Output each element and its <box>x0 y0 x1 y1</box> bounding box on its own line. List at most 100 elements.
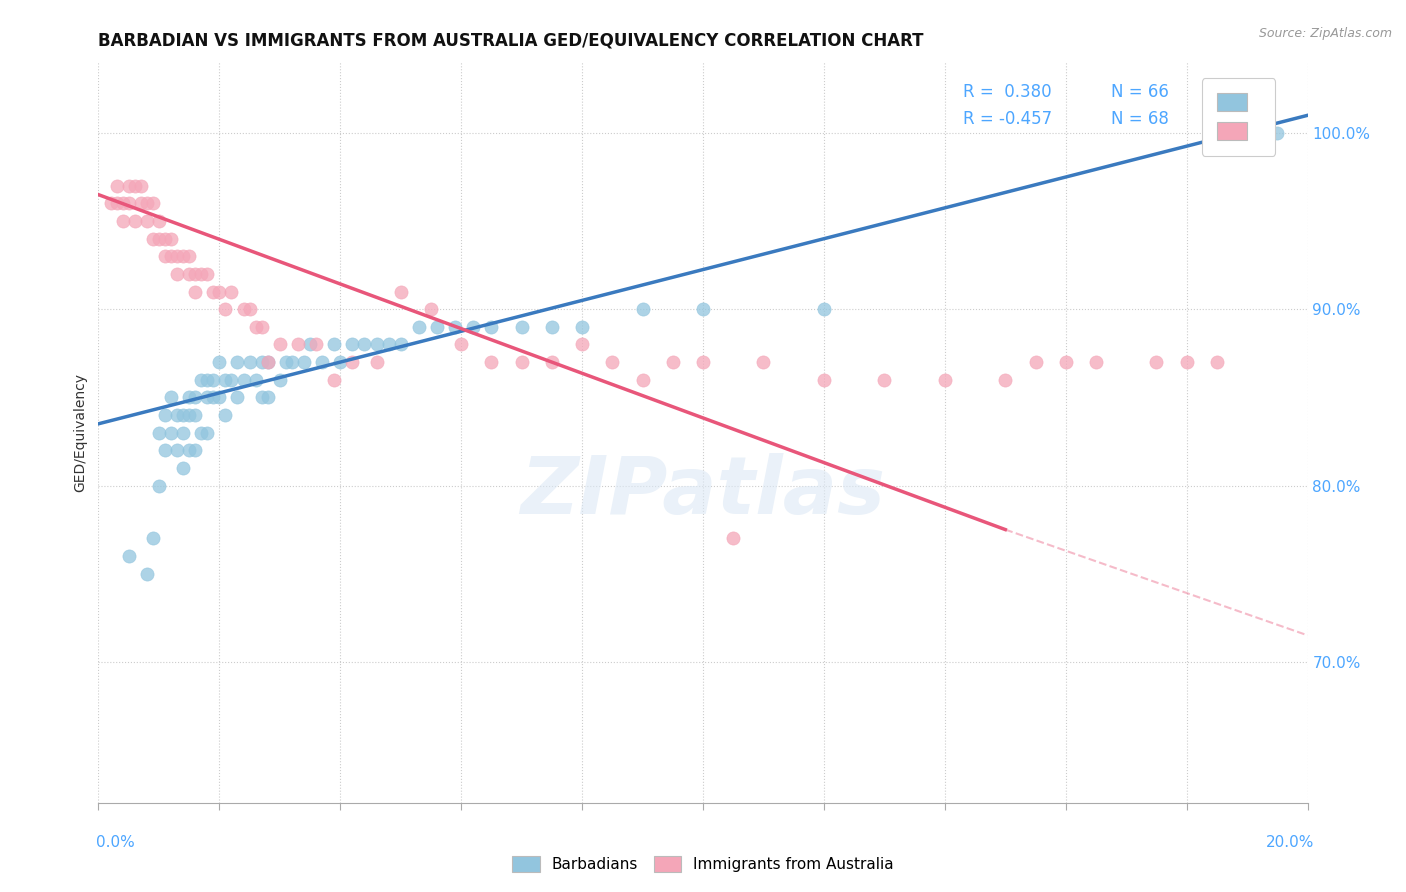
Point <box>299 337 322 351</box>
Point <box>232 373 254 387</box>
Point <box>323 337 346 351</box>
Text: BARBADIAN VS IMMIGRANTS FROM AUSTRALIA GED/EQUIVALENCY CORRELATION CHART: BARBADIAN VS IMMIGRANTS FROM AUSTRALIA G… <box>98 32 924 50</box>
Point <box>184 443 207 458</box>
Text: R =  0.380: R = 0.380 <box>963 83 1052 101</box>
Point <box>540 355 562 369</box>
Point <box>202 390 225 404</box>
Point <box>250 355 273 369</box>
Point <box>184 267 207 281</box>
Point <box>142 232 165 246</box>
Point <box>153 408 176 422</box>
Point <box>481 319 503 334</box>
Point <box>292 355 315 369</box>
Text: N = 68: N = 68 <box>1111 110 1168 128</box>
Point <box>221 373 243 387</box>
Point <box>510 319 533 334</box>
Point <box>389 337 412 351</box>
Text: 20.0%: 20.0% <box>1267 836 1315 850</box>
Point <box>1085 355 1108 369</box>
Point <box>540 319 562 334</box>
Point <box>463 319 485 334</box>
Point <box>994 373 1017 387</box>
Point <box>190 373 212 387</box>
Point <box>245 319 267 334</box>
Point <box>311 355 333 369</box>
Point <box>1054 355 1077 369</box>
Point <box>692 355 714 369</box>
Point <box>426 319 449 334</box>
Point <box>105 196 128 211</box>
Point <box>135 196 157 211</box>
Point <box>420 302 443 317</box>
Point <box>450 337 472 351</box>
Text: N = 66: N = 66 <box>1111 83 1168 101</box>
Point <box>353 337 375 351</box>
Point <box>105 178 128 193</box>
Point <box>100 196 122 211</box>
Point <box>692 302 714 317</box>
Point <box>752 355 775 369</box>
Point <box>239 355 262 369</box>
Point <box>329 355 352 369</box>
Point <box>226 390 249 404</box>
Point <box>118 196 141 211</box>
Y-axis label: GED/Equivalency: GED/Equivalency <box>73 373 87 492</box>
Point <box>269 337 291 351</box>
Point <box>172 249 194 263</box>
Point <box>172 461 194 475</box>
Point <box>208 285 231 299</box>
Point <box>160 390 183 404</box>
Point <box>179 267 201 281</box>
Point <box>342 355 364 369</box>
Point <box>305 337 328 351</box>
Point <box>602 355 624 369</box>
Point <box>142 532 165 546</box>
Point <box>195 267 218 281</box>
Point <box>179 249 201 263</box>
Point <box>179 443 201 458</box>
Point <box>135 566 157 581</box>
Point <box>813 302 835 317</box>
Point <box>631 373 654 387</box>
Point <box>166 267 188 281</box>
Point <box>208 390 231 404</box>
Point <box>1024 355 1046 369</box>
Point <box>190 425 212 440</box>
Point <box>245 373 267 387</box>
Point <box>377 337 399 351</box>
Point <box>202 373 225 387</box>
Legend: Barbadians, Immigrants from Australia: Barbadians, Immigrants from Australia <box>505 848 901 880</box>
Point <box>153 443 176 458</box>
Point <box>184 408 207 422</box>
Point <box>256 390 278 404</box>
Point <box>661 355 683 369</box>
Point <box>202 285 225 299</box>
Point <box>118 549 141 563</box>
Point <box>160 425 183 440</box>
Point <box>813 373 835 387</box>
Point <box>571 319 593 334</box>
Point <box>195 425 218 440</box>
Point <box>214 408 236 422</box>
Point <box>148 214 170 228</box>
Point <box>250 390 273 404</box>
Point <box>250 319 273 334</box>
Point <box>1175 355 1198 369</box>
Point <box>1267 126 1289 140</box>
Point <box>118 178 141 193</box>
Point <box>873 373 896 387</box>
Point <box>153 232 176 246</box>
Point <box>934 373 956 387</box>
Point <box>444 319 467 334</box>
Point <box>366 337 388 351</box>
Point <box>274 355 297 369</box>
Point <box>190 267 212 281</box>
Point <box>221 285 243 299</box>
Point <box>342 337 364 351</box>
Point <box>166 408 188 422</box>
Point <box>135 214 157 228</box>
Point <box>179 390 201 404</box>
Point <box>172 425 194 440</box>
Point <box>124 214 146 228</box>
Point <box>287 337 309 351</box>
